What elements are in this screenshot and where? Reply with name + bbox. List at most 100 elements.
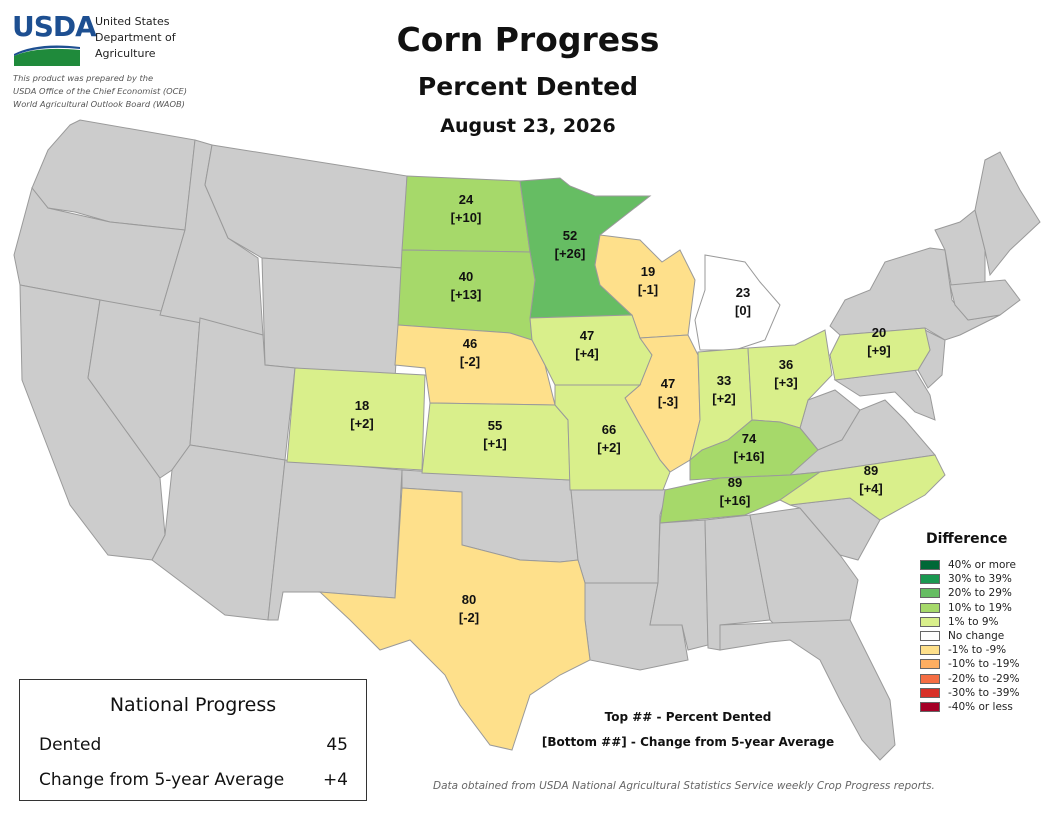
legend-swatch xyxy=(920,659,940,670)
legend-item: -10% to -19% xyxy=(920,657,1019,671)
state-nm xyxy=(267,459,403,621)
state-value-co: 18 xyxy=(355,398,369,413)
national-dented-value: 45 xyxy=(326,735,348,755)
legend-label: -40% or less xyxy=(948,700,1013,713)
legend-swatch xyxy=(920,687,940,698)
prepared-by-note: This product was prepared by the USDA Of… xyxy=(13,73,187,109)
source-note: Data obtained from USDA National Agricul… xyxy=(433,780,935,792)
state-value-tn: 89 xyxy=(728,475,742,490)
state-value-tx: 80 xyxy=(462,592,476,607)
state-change-ks: [+1] xyxy=(483,436,506,451)
national-progress-box: National Progress Dented 45 Change from … xyxy=(19,679,367,801)
legend-label: 20% to 29% xyxy=(948,587,1012,600)
state-value-ky: 74 xyxy=(742,431,757,446)
state-change-in: [+2] xyxy=(712,391,735,406)
legend-swatch xyxy=(920,701,940,712)
state-change-pa: [+9] xyxy=(867,343,890,358)
state-change-mn: [+26] xyxy=(555,246,586,261)
state-change-tn: [+16] xyxy=(720,493,751,508)
state-value-pa: 20 xyxy=(872,325,886,340)
legend-label: 10% to 19% xyxy=(948,601,1012,614)
page-title: Corn Progress xyxy=(396,20,660,59)
legend-swatch xyxy=(920,560,940,571)
state-change-ia: [+4] xyxy=(575,346,598,361)
legend-label: 40% or more xyxy=(948,559,1016,572)
state-change-il: [-3] xyxy=(658,394,678,409)
legend-swatch xyxy=(920,574,940,585)
legend-label: No change xyxy=(948,630,1005,643)
state-value-ne: 46 xyxy=(463,336,477,351)
state-nc xyxy=(779,454,946,521)
legend-swatch xyxy=(920,645,940,656)
legend-item: -30% to -39% xyxy=(920,686,1019,700)
state-change-co: [+2] xyxy=(350,416,373,431)
legend-item: 20% to 29% xyxy=(920,586,1019,600)
national-dented-label: Dented xyxy=(39,735,102,755)
legend-swatch xyxy=(920,631,940,642)
legend-item: -1% to -9% xyxy=(920,643,1019,657)
label-key-top: Top ## - Percent Dented xyxy=(604,710,772,724)
label-key-bottom: [Bottom ##] - Change from 5-year Average xyxy=(541,735,835,749)
usda-wordmark: USDA xyxy=(12,10,97,43)
state-tx xyxy=(318,487,591,751)
legend-title: Difference xyxy=(926,531,1008,547)
state-value-mi: 23 xyxy=(736,285,750,300)
state-value-in: 33 xyxy=(717,373,731,388)
state-value-nd: 24 xyxy=(459,192,474,207)
state-mi xyxy=(694,254,781,351)
state-ma xyxy=(949,279,1021,321)
legend-item: No change xyxy=(920,629,1019,643)
legend: 40% or more 30% to 39% 20% to 29% 10% to 19… xyxy=(920,558,1019,714)
state-vt xyxy=(934,209,986,291)
state-change-mi: [0] xyxy=(735,303,751,318)
legend-label: -1% to -9% xyxy=(948,644,1007,657)
usda-leaf-icon xyxy=(14,45,80,66)
legend-swatch xyxy=(920,602,940,613)
state-change-ne: [-2] xyxy=(460,354,480,369)
state-value-ia: 47 xyxy=(580,328,594,343)
legend-label: -10% to -19% xyxy=(948,658,1020,671)
state-pa xyxy=(829,327,931,381)
state-me xyxy=(974,151,1041,277)
national-progress-title: National Progress xyxy=(109,694,277,716)
state-value-wi: 19 xyxy=(641,264,655,279)
legend-item: 40% or more xyxy=(920,558,1019,572)
state-az xyxy=(151,444,286,621)
legend-swatch xyxy=(920,588,940,599)
legend-label: -30% to -39% xyxy=(948,686,1020,699)
state-change-nc: [+4] xyxy=(859,481,882,496)
state-change-sd: [+13] xyxy=(451,287,482,302)
report-date: August 23, 2026 xyxy=(440,115,616,137)
state-value-ks: 55 xyxy=(488,418,502,433)
legend-item: 1% to 9% xyxy=(920,615,1019,629)
state-ky xyxy=(689,419,819,481)
legend-label: -20% to -29% xyxy=(948,672,1020,685)
state-value-mo: 66 xyxy=(602,422,616,437)
state-change-wi: [-1] xyxy=(638,282,658,297)
national-dented-row: Dented 45 xyxy=(39,735,348,755)
legend-item: -20% to -29% xyxy=(920,672,1019,686)
state-change-mo: [+2] xyxy=(597,440,620,455)
state-value-sd: 40 xyxy=(459,269,473,284)
legend-swatch xyxy=(920,673,940,684)
legend-item: 30% to 39% xyxy=(920,572,1019,586)
state-md xyxy=(833,369,936,421)
legend-label: 30% to 39% xyxy=(948,573,1012,586)
state-value-nc: 89 xyxy=(864,463,878,478)
state-change-tx: [-2] xyxy=(459,610,479,625)
usda-logo: USDA United States Department of Agricul… xyxy=(12,10,192,70)
legend-swatch xyxy=(920,616,940,627)
state-wa xyxy=(31,119,196,231)
state-change-ky: [+16] xyxy=(734,449,765,464)
legend-item: 10% to 19% xyxy=(920,601,1019,615)
state-value-oh: 36 xyxy=(779,357,793,372)
national-change-row: Change from 5-year Average +4 xyxy=(39,770,348,790)
state-value-il: 47 xyxy=(661,376,675,391)
state-ar xyxy=(569,479,669,584)
state-value-mn: 52 xyxy=(563,228,577,243)
state-mo xyxy=(554,384,671,491)
legend-item: -40% or less xyxy=(920,700,1019,714)
state-change-nd: [+10] xyxy=(451,210,482,225)
